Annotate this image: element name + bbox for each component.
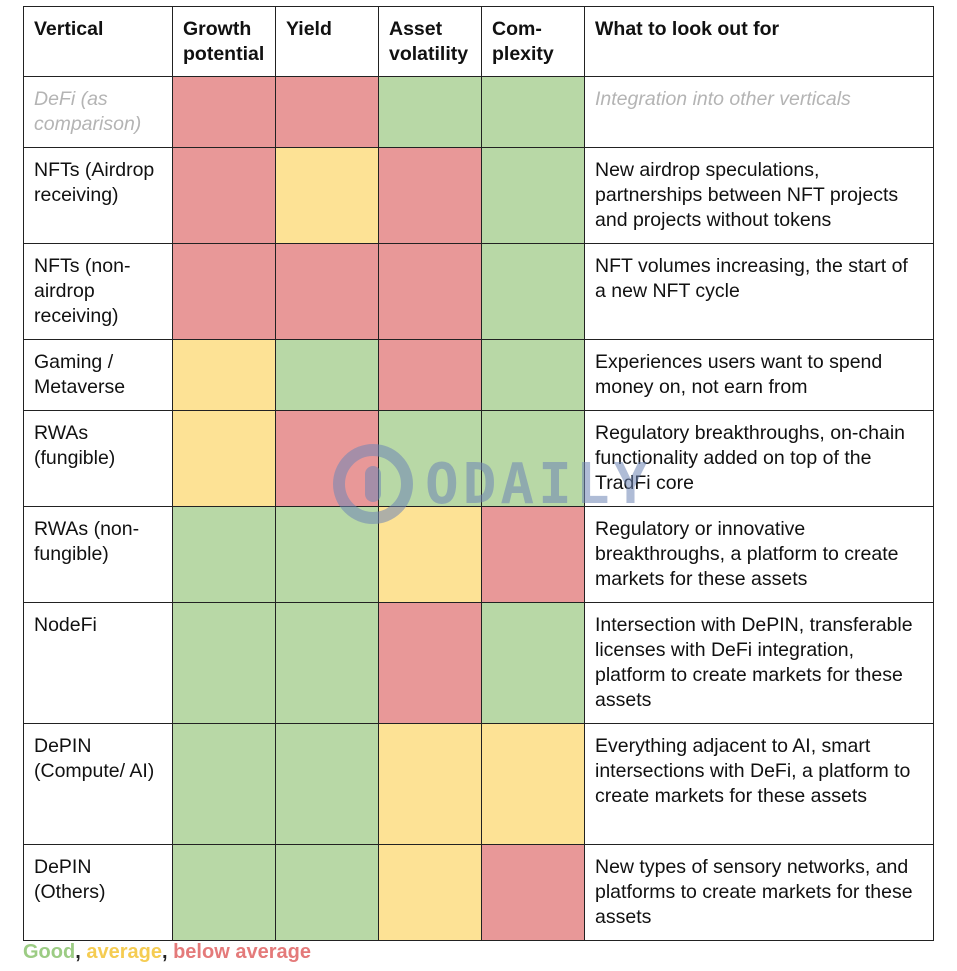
vertical-cell: NFTs (Airdrop receiving): [23, 147, 173, 244]
rating-cell-growth-potential: [172, 147, 276, 244]
look-out-cell: Regulatory or innovative breakthroughs, …: [584, 506, 934, 603]
look-out-text: Everything adjacent to AI, smart interse…: [595, 735, 911, 807]
vertical-label: DeFi (as comparison): [34, 88, 142, 135]
table-row: DePIN (Compute/ AI) Everything adjacent t…: [23, 723, 934, 845]
rating-cell-yield: [275, 844, 379, 941]
rating-cell-yield: [275, 243, 379, 340]
vertical-label: NodeFi: [34, 614, 97, 636]
legend-separator: ,: [161, 941, 168, 963]
rating-cell-growth-potential: [172, 602, 276, 724]
legend-below-average: below average: [173, 941, 311, 963]
rating-cell-yield: [275, 76, 379, 148]
look-out-cell: Everything adjacent to AI, smart interse…: [584, 723, 934, 845]
rating-cell-asset-volatility: [378, 602, 482, 724]
vertical-label: Gaming / Metaverse: [34, 351, 126, 398]
table-row: NFTs (Airdrop receiving) New airdrop spec…: [23, 147, 934, 244]
vertical-cell: RWAs (fungible): [23, 410, 173, 507]
rating-cell-complexity: [481, 844, 585, 941]
legend-average: average: [86, 941, 162, 963]
rating-cell-yield: [275, 410, 379, 507]
rating-cell-yield: [275, 147, 379, 244]
look-out-text: Regulatory or innovative breakthroughs, …: [595, 518, 899, 590]
rating-cell-complexity: [481, 339, 585, 411]
rating-cell-asset-volatility: [378, 410, 482, 507]
rating-cell-yield: [275, 506, 379, 603]
rating-cell-asset-volatility: [378, 844, 482, 941]
look-out-text: Experiences users want to spend money on…: [595, 351, 883, 398]
header-look-out-for: What to look out for: [584, 6, 934, 77]
vertical-cell: DePIN (Compute/ AI): [23, 723, 173, 845]
rating-cell-complexity: [481, 243, 585, 340]
look-out-text: NFT volumes increasing, the start of a n…: [595, 255, 908, 302]
look-out-cell: New types of sensory networks, and platf…: [584, 844, 934, 941]
vertical-cell: NodeFi: [23, 602, 173, 724]
header-row: Vertical Growth potential Yield Asset vo…: [23, 6, 934, 77]
table-row: RWAs (fungible) Regulatory breakthroughs,…: [23, 410, 934, 507]
rating-cell-complexity: [481, 76, 585, 148]
look-out-text: New airdrop speculations, partnerships b…: [595, 159, 899, 231]
rating-cell-asset-volatility: [378, 147, 482, 244]
rating-cell-asset-volatility: [378, 76, 482, 148]
rating-cell-growth-potential: [172, 506, 276, 603]
look-out-cell: Regulatory breakthroughs, on-chain funct…: [584, 410, 934, 507]
header-yield: Yield: [275, 6, 379, 77]
rating-cell-complexity: [481, 723, 585, 845]
look-out-cell: Integration into other verticals: [584, 76, 934, 148]
legend-good: Good: [23, 941, 76, 963]
look-out-cell: Experiences users want to spend money on…: [584, 339, 934, 411]
vertical-label: NFTs (Airdrop receiving): [34, 159, 155, 206]
vertical-label: DePIN (Others): [34, 856, 106, 903]
rating-cell-complexity: [481, 147, 585, 244]
vertical-label: DePIN (Compute/ AI): [34, 735, 155, 782]
vertical-cell: DeFi (as comparison): [23, 76, 173, 148]
rating-cell-complexity: [481, 410, 585, 507]
legend-separator: ,: [75, 941, 81, 963]
rating-cell-growth-potential: [172, 723, 276, 845]
rating-cell-growth-potential: [172, 844, 276, 941]
look-out-text: New types of sensory networks, and platf…: [595, 856, 913, 928]
rating-cell-growth-potential: [172, 76, 276, 148]
comparison-table: Vertical Growth potential Yield Asset vo…: [23, 6, 934, 941]
table-row: DeFi (as comparison) Integration into oth…: [23, 76, 934, 148]
legend: Good, average, below average: [23, 941, 311, 964]
header-vertical: Vertical: [23, 6, 173, 77]
header-asset-volatility: Asset volatility: [378, 6, 482, 77]
look-out-text: Integration into other verticals: [595, 88, 851, 110]
rating-cell-complexity: [481, 602, 585, 724]
rating-cell-complexity: [481, 506, 585, 603]
rating-cell-yield: [275, 602, 379, 724]
look-out-cell: Intersection with DePIN, transferable li…: [584, 602, 934, 724]
vertical-cell: RWAs (non-fungible): [23, 506, 173, 603]
vertical-cell: NFTs (non-airdrop receiving): [23, 243, 173, 340]
table-row: DePIN (Others) New types of sensory netwo…: [23, 844, 934, 941]
table-row: NFTs (non-airdrop receiving) NFT volumes …: [23, 243, 934, 340]
rating-cell-asset-volatility: [378, 339, 482, 411]
table-row: Gaming / Metaverse Experiences users want…: [23, 339, 934, 411]
header-complexity: Com-plexity: [481, 6, 585, 77]
rating-cell-growth-potential: [172, 339, 276, 411]
look-out-cell: NFT volumes increasing, the start of a n…: [584, 243, 934, 340]
look-out-text: Intersection with DePIN, transferable li…: [595, 614, 913, 711]
vertical-label: RWAs (fungible): [34, 422, 116, 469]
table-row: RWAs (non-fungible) Regulatory or innovat…: [23, 506, 934, 603]
vertical-cell: Gaming / Metaverse: [23, 339, 173, 411]
rating-cell-yield: [275, 339, 379, 411]
vertical-cell: DePIN (Others): [23, 844, 173, 941]
rating-cell-asset-volatility: [378, 506, 482, 603]
look-out-cell: New airdrop speculations, partnerships b…: [584, 147, 934, 244]
rating-cell-asset-volatility: [378, 243, 482, 340]
look-out-text: Regulatory breakthroughs, on-chain funct…: [595, 422, 906, 494]
header-growth-potential: Growth potential: [172, 6, 276, 77]
rating-cell-growth-potential: [172, 410, 276, 507]
table-row: NodeFi Intersection with DePIN, transfera…: [23, 602, 934, 724]
vertical-label: NFTs (non-airdrop receiving): [34, 255, 131, 327]
rating-cell-yield: [275, 723, 379, 845]
vertical-label: RWAs (non-fungible): [34, 518, 140, 565]
rating-cell-asset-volatility: [378, 723, 482, 845]
rating-cell-growth-potential: [172, 243, 276, 340]
